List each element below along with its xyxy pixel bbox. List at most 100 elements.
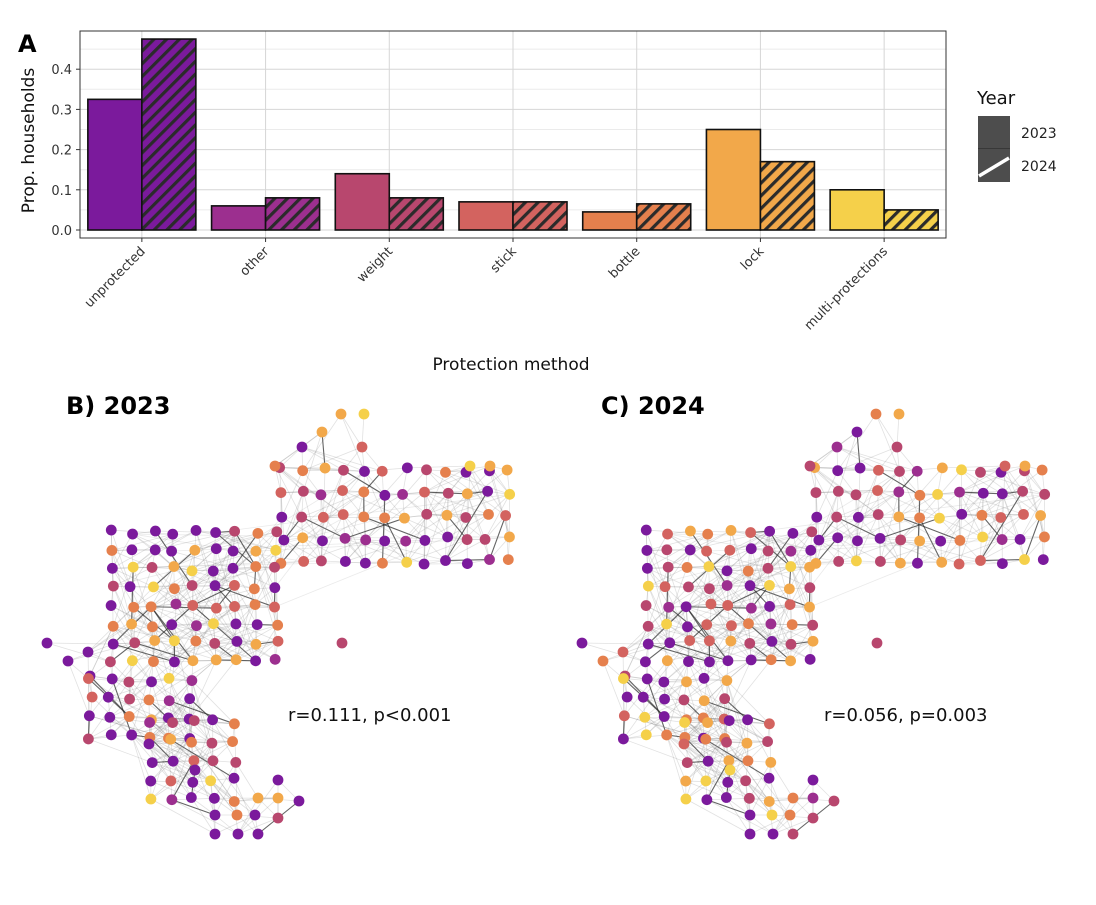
network-node [936, 556, 948, 568]
network-node [339, 532, 351, 544]
network-node [701, 794, 713, 806]
network-edge [686, 606, 752, 609]
network-node [1017, 485, 1029, 497]
network-node [206, 737, 218, 749]
network-node [421, 464, 432, 476]
network-edge [1000, 472, 1024, 515]
network-edge [959, 490, 1023, 493]
network-node [807, 619, 819, 631]
network-edge [215, 624, 278, 661]
network-edge [622, 623, 667, 653]
network-node [617, 733, 629, 745]
network-edge [899, 471, 920, 519]
network-edge [666, 734, 687, 800]
network-edge [423, 493, 449, 565]
network-edge [321, 514, 344, 562]
network-edge [235, 762, 238, 816]
network-edge [684, 722, 725, 739]
network-edge [644, 716, 686, 738]
network-edge [168, 717, 235, 725]
network-node [269, 582, 281, 594]
network-node-isolated [871, 637, 883, 649]
network-node [252, 527, 264, 539]
network-edge [666, 718, 725, 736]
network-node [663, 601, 675, 613]
network-edge [191, 797, 216, 835]
network-edge [687, 741, 727, 763]
network-node [721, 675, 733, 686]
network-edge [809, 465, 838, 518]
network-edge [818, 491, 839, 541]
network-edge [274, 465, 303, 518]
network-edge [232, 567, 276, 588]
network-edge [154, 625, 197, 641]
network-edge [174, 641, 238, 663]
network-node [1036, 464, 1048, 476]
network-edge [283, 491, 304, 541]
network-edge [683, 720, 730, 745]
network-node [209, 809, 221, 821]
network-edge [134, 606, 152, 643]
network-node [684, 635, 696, 646]
bar-chart: 0.0 0.1 0.2 0.3 0.4 unprotected other weight sti… [19, 30, 1057, 375]
network-node [167, 717, 178, 729]
network-node [106, 562, 118, 574]
network-edge [215, 532, 276, 551]
network-edge [133, 570, 193, 608]
network-edge [111, 550, 153, 568]
network-node [681, 757, 693, 769]
network-edge [648, 643, 710, 663]
bar-2024-hatch-multi-protections [883, 209, 939, 231]
network-edge [663, 681, 685, 723]
network-node [419, 535, 431, 546]
network-edge [148, 743, 214, 762]
network-edge [171, 624, 194, 661]
network-edge [958, 493, 984, 565]
network-node [785, 638, 797, 650]
network-edge [489, 465, 510, 538]
network-edge [981, 493, 1045, 516]
network-node [461, 534, 473, 545]
network-edge [152, 567, 214, 572]
network-edge [669, 642, 729, 662]
network-edge [749, 531, 770, 586]
network-edge [407, 465, 471, 469]
network-edge [665, 585, 728, 588]
network-edge [707, 720, 730, 762]
network-edge [150, 798, 216, 835]
network-edge [818, 539, 857, 562]
network-edge [703, 717, 770, 725]
network-edge [188, 659, 237, 720]
network-edge [726, 570, 790, 590]
network-edge [466, 493, 490, 560]
network-node [102, 691, 114, 703]
network-node [764, 601, 775, 612]
network-node [744, 580, 756, 592]
network-node [639, 656, 651, 668]
network-edge [1001, 465, 1006, 540]
network-edge [171, 624, 237, 642]
network-node [315, 489, 327, 501]
network-edge [153, 661, 170, 701]
network-edge [706, 624, 729, 661]
network-node [124, 581, 136, 593]
network-edge [686, 567, 712, 605]
network-edge [749, 624, 793, 644]
network-edge [980, 539, 1021, 561]
network-edge [113, 643, 154, 662]
network-edge [152, 626, 175, 663]
network-node [805, 544, 817, 556]
network-node [766, 809, 778, 821]
network-edge [279, 467, 285, 541]
network-node [807, 774, 819, 786]
network-node [935, 535, 947, 547]
network-edge [645, 529, 666, 587]
network-node [483, 508, 494, 520]
network-edge [666, 661, 689, 736]
network-edge [67, 660, 90, 716]
network-node [702, 528, 714, 540]
network-edge [274, 465, 344, 515]
network-edge [149, 737, 195, 761]
network-edge [961, 472, 981, 515]
network-edge [274, 471, 365, 588]
